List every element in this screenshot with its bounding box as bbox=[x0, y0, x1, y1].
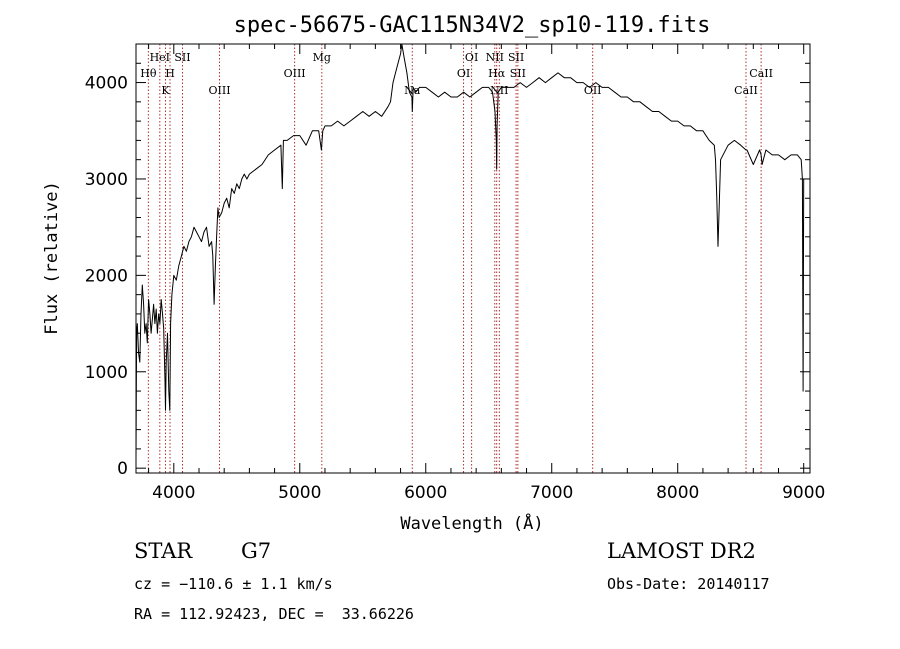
x-axis-label: Wavelength (Å) bbox=[400, 512, 543, 534]
x-tick-label: 9000 bbox=[782, 483, 825, 503]
marker-label: CaII bbox=[749, 67, 773, 80]
marker-label: OIII bbox=[208, 84, 230, 97]
y-tick-label: 2000 bbox=[85, 266, 128, 286]
marker-label: Hθ bbox=[140, 67, 157, 80]
coordinates-readout: RA = 112.92423, DEC = 33.66226 bbox=[134, 605, 414, 623]
observation-date: Obs-Date: 20140117 bbox=[607, 575, 770, 593]
x-tick-label: 6000 bbox=[404, 483, 447, 503]
marker-label: K bbox=[161, 84, 170, 97]
marker-label: SII bbox=[174, 51, 190, 64]
marker-label: OII bbox=[584, 84, 602, 97]
object-class: STAR bbox=[134, 539, 193, 563]
y-axis: 0 1000 2000 3000 4000 bbox=[85, 43, 810, 479]
x-axis: 4000 5000 6000 7000 8000 9000 bbox=[148, 44, 825, 503]
object-subclass: G7 bbox=[241, 539, 272, 563]
marker-label: HeI bbox=[150, 51, 170, 64]
marker-label: Mg bbox=[313, 51, 331, 64]
y-tick-label: 4000 bbox=[85, 74, 128, 94]
marker-label: OIII bbox=[284, 67, 306, 80]
marker-label: H bbox=[165, 67, 175, 80]
y-tick-label: 1000 bbox=[85, 363, 128, 383]
y-tick-label: 0 bbox=[117, 459, 128, 479]
marker-label: NII bbox=[486, 51, 504, 64]
marker-label: SII bbox=[510, 67, 526, 80]
marker-label: SII bbox=[508, 51, 524, 64]
x-tick-label: 8000 bbox=[656, 483, 699, 503]
y-tick-label: 3000 bbox=[85, 170, 128, 190]
spectrum-line bbox=[135, 43, 805, 459]
y-axis-label: Flux (relative) bbox=[42, 181, 62, 335]
chart-title: spec-56675-GAC115N34V2_sp10-119.fits bbox=[234, 13, 711, 38]
marker-label: OI bbox=[465, 51, 478, 64]
survey-name: LAMOST DR2 bbox=[607, 539, 756, 563]
marker-label: CaII bbox=[734, 84, 758, 97]
x-tick-label: 4000 bbox=[152, 483, 195, 503]
x-tick-label: 5000 bbox=[278, 483, 321, 503]
marker-label: Hα bbox=[488, 67, 506, 80]
plot-frame bbox=[135, 43, 811, 474]
spectrum-series bbox=[135, 43, 805, 459]
marker-label: OI bbox=[457, 67, 470, 80]
x-tick-label: 7000 bbox=[530, 483, 573, 503]
redshift-readout: cz = −110.6 ± 1.1 km/s bbox=[134, 575, 333, 593]
